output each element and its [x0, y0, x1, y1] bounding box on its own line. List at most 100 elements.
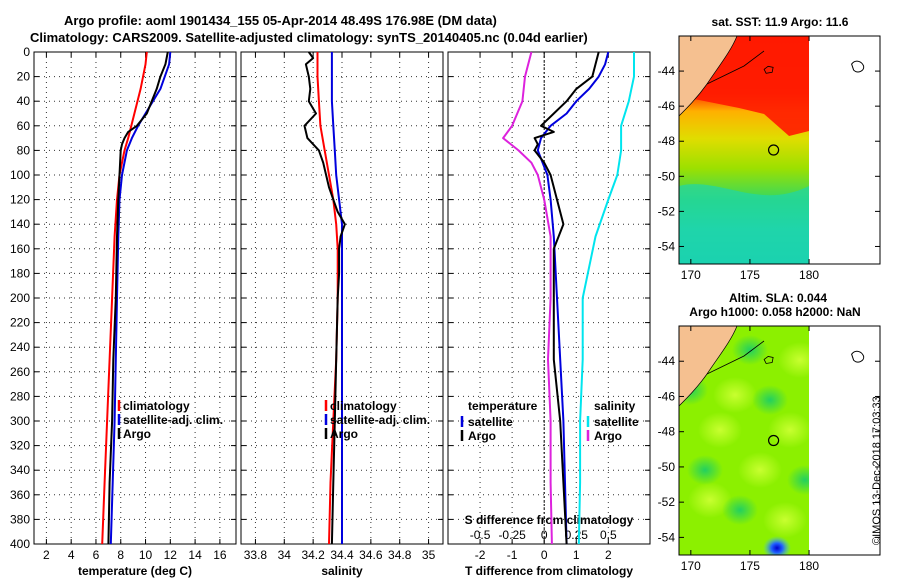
series-line-satellite-adj.-clim.: [109, 51, 172, 545]
series-line-t-satellite: [536, 51, 610, 545]
map-y-tick-label: -52: [658, 204, 676, 218]
y-tick-label: 0: [23, 45, 30, 59]
x-tick-label: 14: [188, 548, 202, 562]
x-tick-label: 0: [541, 548, 548, 562]
sla-low-blob: [752, 385, 788, 415]
argo-position-marker: [767, 434, 780, 447]
y-tick-label: 120: [10, 193, 30, 207]
legend-title: salinity: [594, 399, 636, 413]
y-tick-label: 140: [10, 217, 30, 231]
map-frame: [678, 35, 881, 265]
map-x-tick-label: 170: [681, 268, 701, 282]
map-x-tick-label: 180: [799, 559, 819, 573]
sla-high-blob: [778, 342, 819, 378]
sla-high-blob: [763, 502, 807, 538]
sla-map-title-1: Altim. SLA: 0.044: [729, 291, 827, 305]
x-tick-label: 33.8: [244, 548, 268, 562]
y-tick-label: 200: [10, 291, 30, 305]
map-frame: [678, 325, 881, 556]
sla-map-title-2: Argo h1000: 0.058 h2000: NaN: [689, 305, 860, 319]
legend-label: climatology: [123, 399, 190, 413]
panel-temperature: 0 20 40 60 80 100 120 140 160 180 200 220 240 260 280 3…: [10, 45, 237, 578]
map-y-tick-label: -48: [658, 134, 676, 148]
map-x-tick-label: 170: [681, 559, 701, 573]
map-y-tick-label: -52: [658, 495, 676, 509]
series-line-climatology: [316, 52, 339, 545]
x-tick-label: 6: [93, 548, 100, 562]
legend-label: satellite: [468, 415, 513, 429]
y-tick-label: 300: [10, 414, 30, 428]
y-tick-label: 320: [10, 439, 30, 453]
x-axis-label: temperature (deg C): [78, 564, 192, 578]
s-tick-label: 0.5: [600, 528, 617, 542]
map-y-tick-label: -48: [658, 425, 676, 439]
sla-high-blob: [713, 377, 757, 413]
y-tick-label: 240: [10, 340, 30, 354]
x-tick-label: 34.4: [330, 548, 354, 562]
s-tick-label: -0.5: [470, 528, 491, 542]
isobath: [706, 50, 765, 85]
chatham-island: [763, 356, 774, 364]
legend-label: satellite-adj. clim.: [330, 413, 430, 427]
sst-cool-region: [679, 184, 810, 264]
x-tick-label: -2: [475, 548, 486, 562]
x-tick-label: 8: [117, 548, 124, 562]
x-tick-label: 34.6: [359, 548, 383, 562]
map-y-tick-label: -46: [658, 389, 676, 403]
title-line-2: Climatology: CARS2009. Satellite-adjuste…: [30, 30, 588, 45]
x-tick-label: 35: [422, 548, 436, 562]
s-axis-label: S difference from climatology: [465, 513, 634, 527]
x-tick-label: 34.2: [301, 548, 325, 562]
map-x-tick-label: 180: [799, 268, 819, 282]
series-line-s-argo: [502, 51, 553, 545]
s-tick-label: 0.25: [565, 528, 589, 542]
sla-low-blob: [722, 495, 758, 525]
bounty-island: [851, 350, 865, 363]
x-tick-label: 34: [278, 548, 292, 562]
y-tick-label: 220: [10, 316, 30, 330]
title-line-1: Argo profile: aoml 1901434_155 05-Apr-20…: [64, 13, 497, 28]
x-tick-label: -1: [507, 548, 518, 562]
legend-label: satellite: [594, 415, 639, 429]
series-line-satellite-adj.-clim.: [330, 52, 343, 544]
map-y-tick-label: -44: [658, 64, 676, 78]
sla-low-blob: [732, 335, 768, 365]
y-tick-label: 340: [10, 463, 30, 477]
map-x-tick-label: 175: [740, 559, 760, 573]
map-sst-map: -44 -46 -48 -50 -52 -54 170 175 180: [658, 35, 881, 282]
legend-title: temperature: [468, 399, 538, 413]
x-tick-label: 16: [213, 548, 227, 562]
legend-label: Argo: [330, 427, 358, 441]
y-tick-label: 400: [10, 537, 30, 551]
y-tick-label: 80: [17, 143, 31, 157]
map-y-tick-label: -50: [658, 169, 676, 183]
map-y-tick-label: -50: [658, 460, 676, 474]
isobath: [706, 340, 765, 375]
x-tick-label: 10: [139, 548, 153, 562]
map-y-tick-label: -46: [658, 99, 676, 113]
sla-low-blob: [687, 455, 723, 485]
sla-high-blob: [768, 412, 812, 448]
x-tick-label: 2: [605, 548, 612, 562]
panel-difference: -2 -1 0 1 2 T difference from climatology S di…: [447, 51, 651, 578]
x-tick-label: 34.8: [388, 548, 412, 562]
x-tick-label: 4: [68, 548, 75, 562]
map-y-tick-label: -54: [658, 239, 676, 253]
y-tick-label: 160: [10, 242, 30, 256]
argo-position-marker: [767, 144, 780, 156]
sla-min-blob: [763, 536, 791, 555]
y-tick-label: 360: [10, 488, 30, 502]
x-tick-label: 12: [164, 548, 178, 562]
map-x-tick-label: 175: [740, 268, 760, 282]
y-tick-label: 20: [17, 70, 31, 84]
x-axis-label: T difference from climatology: [465, 564, 633, 578]
sla-high-blob: [738, 452, 782, 488]
x-tick-label: 2: [43, 548, 50, 562]
bounty-island: [851, 60, 865, 73]
x-tick-label: 1: [573, 548, 580, 562]
sst-map-title: sat. SST: 11.9 Argo: 11.6: [712, 15, 849, 29]
y-tick-label: 280: [10, 389, 30, 403]
series-line-s-satellite: [577, 52, 635, 545]
map-y-tick-label: -54: [658, 530, 676, 544]
